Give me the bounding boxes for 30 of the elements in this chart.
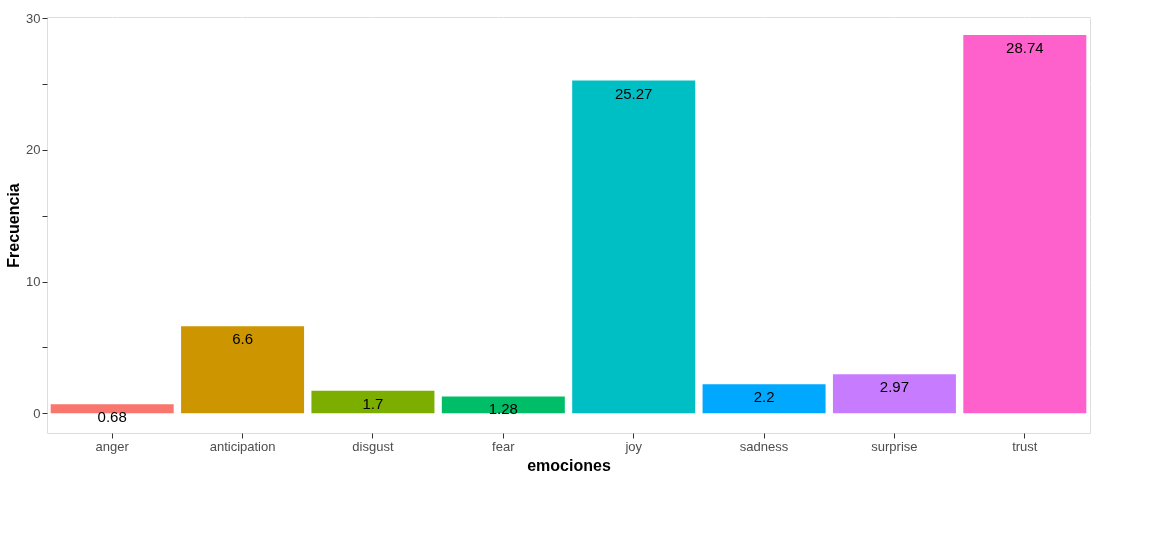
data-label: 2.2 xyxy=(753,388,775,406)
bar xyxy=(572,80,696,414)
x-tick-label: joy xyxy=(624,438,643,454)
bar xyxy=(50,404,174,414)
bar xyxy=(832,374,956,414)
y-tick-label: 10 xyxy=(26,274,41,290)
y-tick-label: 20 xyxy=(26,142,41,158)
data-label: 28.74 xyxy=(1006,38,1044,56)
data-label: 2.97 xyxy=(879,378,910,396)
y-tick-label: 0 xyxy=(33,405,41,421)
x-tick-label: trust xyxy=(1012,438,1038,454)
y-axis-title: Frecuencia xyxy=(5,183,23,268)
y-tick-label: 30 xyxy=(26,10,41,26)
x-tick-label: anticipation xyxy=(209,438,276,454)
data-label: 25.27 xyxy=(614,84,653,102)
data-label: 1.28 xyxy=(488,400,518,418)
data-label: 0.68 xyxy=(97,408,127,426)
x-tick-label: disgust xyxy=(352,438,394,454)
x-tick-label: surprise xyxy=(871,438,918,454)
data-label: 6.6 xyxy=(232,330,253,348)
x-tick-label: fear xyxy=(492,438,516,454)
x-tick-label: anger xyxy=(95,438,130,454)
bar xyxy=(181,326,305,414)
bar xyxy=(702,384,826,414)
x-axis-title: emociones xyxy=(527,456,611,474)
bar xyxy=(441,396,565,414)
bar xyxy=(963,34,1087,414)
data-label: 1.7 xyxy=(362,394,384,412)
bar xyxy=(311,390,435,414)
x-tick-label: sadness xyxy=(739,438,789,454)
